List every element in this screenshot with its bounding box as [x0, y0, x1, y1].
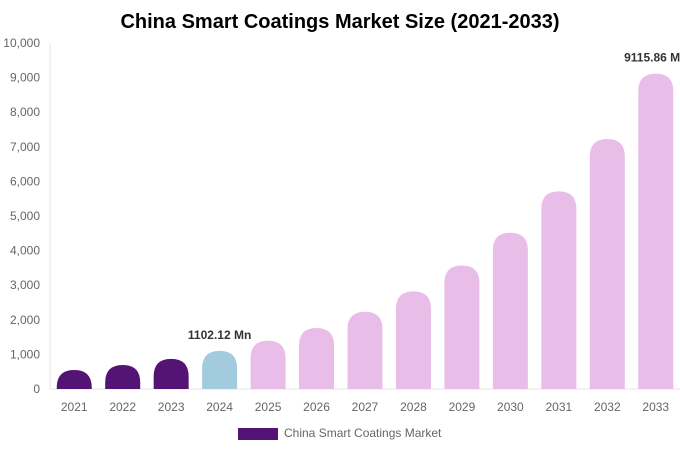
x-tick-label: 2029 — [449, 400, 476, 414]
y-tick-label: 1,000 — [10, 347, 40, 361]
bar-2024 — [202, 350, 238, 389]
bar-2031 — [541, 191, 577, 389]
y-tick-label: 6,000 — [10, 174, 40, 188]
y-tick-label: 7,000 — [10, 140, 40, 154]
bar-2030 — [492, 232, 528, 389]
x-tick-label: 2021 — [61, 400, 88, 414]
bar-2021 — [56, 370, 92, 389]
y-axis: 0 1,000 2,000 3,000 4,000 5,000 6,000 7,000 8,00… — [3, 36, 51, 396]
data-labels: 1102.12 Mn 9115.86 Mn — [188, 51, 680, 342]
y-tick-label: 3,000 — [10, 278, 40, 292]
x-tick-label: 2022 — [109, 400, 136, 414]
bar-2027 — [347, 311, 383, 389]
y-tick-label: 4,000 — [10, 244, 40, 258]
y-tick-label: 0 — [33, 382, 40, 396]
data-label-2033: 9115.86 Mn — [624, 51, 680, 65]
bars — [56, 73, 674, 389]
y-tick-label: 8,000 — [10, 105, 40, 119]
y-tick-label: 10,000 — [3, 36, 40, 50]
x-tick-label: 2023 — [158, 400, 185, 414]
legend[interactable]: China Smart Coatings Market — [238, 426, 442, 440]
bar-2028 — [395, 291, 431, 389]
x-tick-label: 2028 — [400, 400, 427, 414]
x-tick-label: 2027 — [352, 400, 379, 414]
x-tick-label: 2031 — [545, 400, 572, 414]
bar-2025 — [250, 340, 286, 389]
bar-2029 — [444, 265, 480, 389]
bar-2026 — [299, 327, 335, 389]
bar-2033 — [638, 73, 674, 389]
y-tick-label: 5,000 — [10, 209, 40, 223]
bar-2032 — [589, 138, 625, 389]
y-tick-label: 9,000 — [10, 71, 40, 85]
bar-2022 — [105, 364, 141, 389]
x-tick-label: 2025 — [255, 400, 282, 414]
bar-2023 — [153, 358, 189, 389]
legend-swatch — [238, 428, 278, 440]
x-tick-label: 2032 — [594, 400, 621, 414]
chart-title: China Smart Coatings Market Size (2021-2… — [120, 11, 559, 33]
x-tick-label: 2026 — [303, 400, 330, 414]
x-tick-label: 2033 — [642, 400, 669, 414]
legend-label: China Smart Coatings Market — [284, 426, 442, 440]
x-tick-label: 2024 — [206, 400, 233, 414]
y-tick-label: 2,000 — [10, 313, 40, 327]
x-tick-label: 2030 — [497, 400, 524, 414]
data-label-2024: 1102.12 Mn — [188, 328, 251, 342]
x-axis: 2021 2022 2023 2024 2025 2026 2027 2028 2029 2030… — [50, 388, 680, 414]
